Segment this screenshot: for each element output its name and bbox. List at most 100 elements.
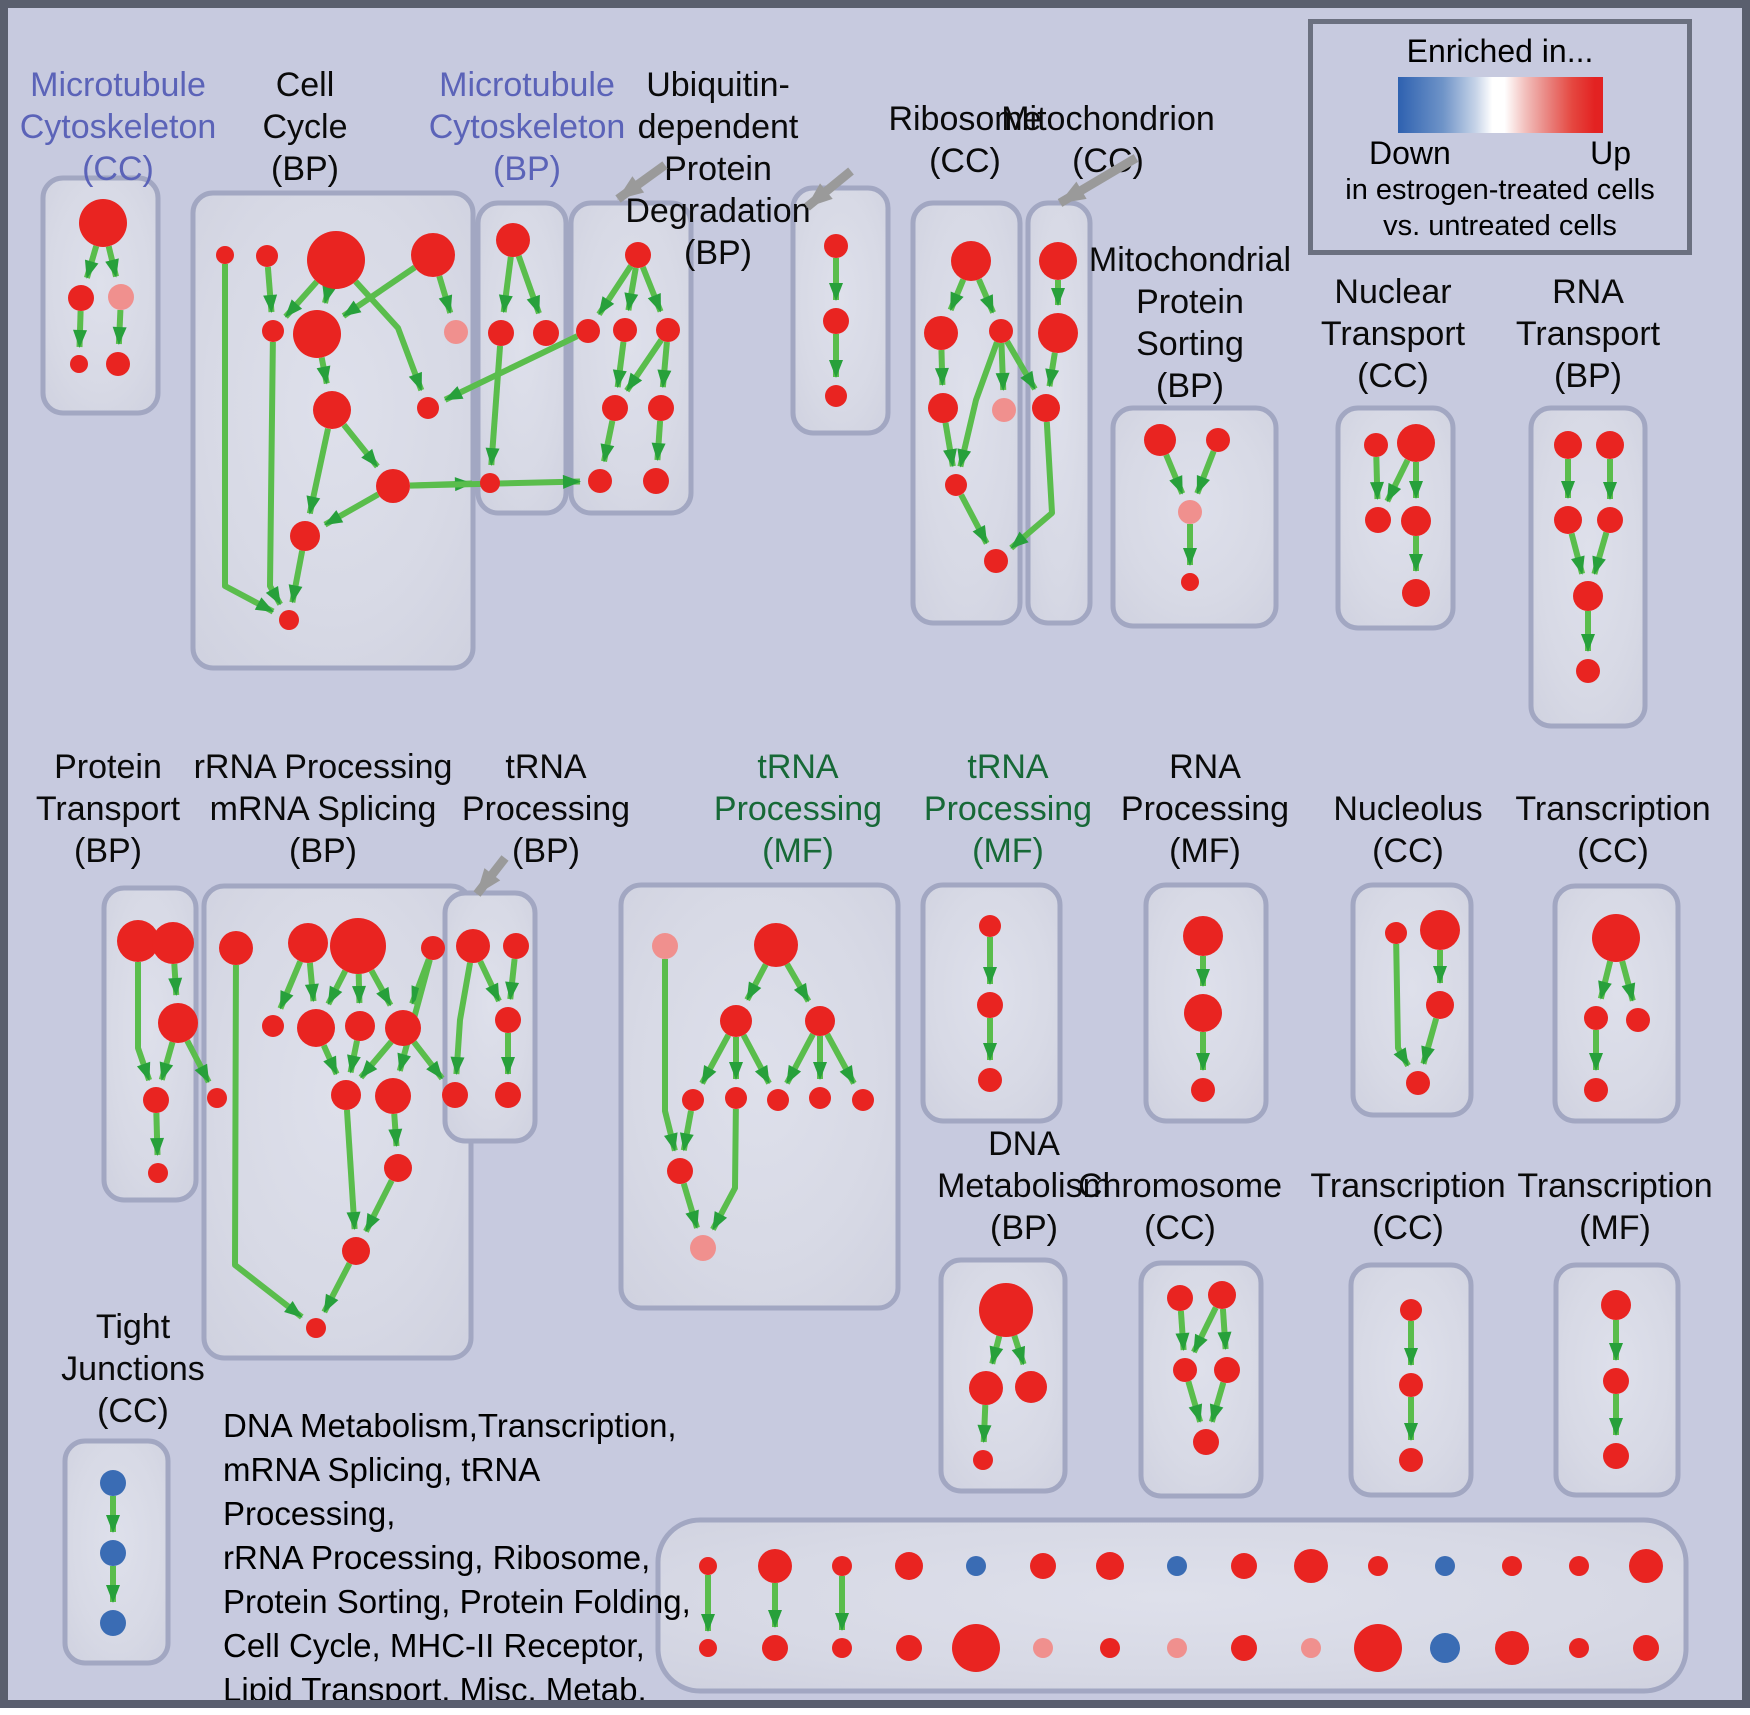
edge-arrow [976, 278, 996, 314]
edge-arrow [989, 1335, 1004, 1365]
legend-caption-line1: in estrogen-treated cells [1345, 174, 1655, 206]
node [1368, 1556, 1388, 1576]
edge-arrow [321, 1044, 340, 1076]
cluster-box-mt-cc [40, 175, 161, 416]
edge-arrow [411, 1040, 445, 1081]
edge-arrow [353, 279, 425, 392]
cluster-box-misc [655, 1517, 1689, 1694]
node [1191, 1078, 1215, 1102]
node [297, 1009, 335, 1047]
node [256, 245, 278, 267]
node [288, 923, 328, 963]
node [108, 284, 134, 310]
node [70, 355, 88, 373]
edge-arrow [73, 310, 88, 349]
node [973, 1450, 993, 1470]
edge-arrow [680, 1182, 700, 1229]
node [1294, 1549, 1328, 1583]
node [148, 1163, 168, 1183]
node [262, 320, 284, 342]
node [951, 241, 991, 281]
edge-arrow [1163, 453, 1186, 495]
node [496, 223, 530, 257]
edge-arrow [222, 264, 275, 615]
node [767, 1089, 789, 1111]
edge-arrow [358, 1039, 394, 1080]
node [421, 936, 445, 960]
annotation-line: mRNA Splicing, tRNA Processing, [223, 1451, 539, 1532]
node [1173, 1358, 1197, 1382]
edge-arrow [1568, 532, 1586, 575]
node [313, 391, 351, 429]
node [1231, 1553, 1257, 1579]
node [290, 521, 320, 551]
node [1038, 313, 1078, 353]
node [1183, 916, 1223, 956]
edge-arrow [824, 1032, 857, 1085]
node [952, 1624, 1000, 1672]
node [809, 1087, 831, 1109]
edge-arrow [477, 960, 502, 1003]
node [1354, 1624, 1402, 1672]
node [625, 242, 651, 268]
edge-arrow [450, 962, 474, 1076]
edge-arrow [388, 1113, 403, 1148]
node [1569, 1638, 1589, 1658]
edge-arrow [977, 1404, 992, 1444]
node [411, 233, 455, 277]
edge-arrow [934, 349, 949, 387]
edge-arrow [347, 1040, 361, 1074]
edge-arrow [505, 958, 520, 1001]
cluster-label-trna-mf-2: tRNA Processing (MF) [924, 748, 1092, 870]
edge-arrow [322, 284, 336, 304]
node [331, 1080, 361, 1110]
node [1430, 1633, 1460, 1663]
node [1032, 394, 1060, 422]
node [989, 319, 1013, 343]
edge-arrow [436, 275, 454, 314]
edge-arrow [341, 264, 417, 319]
node [1100, 1638, 1120, 1658]
node [207, 1088, 227, 1108]
node [984, 549, 1008, 573]
node [1167, 1285, 1193, 1311]
edge-arrow [1384, 458, 1411, 503]
node [1402, 579, 1430, 607]
node [656, 318, 680, 342]
node [825, 385, 847, 407]
node [895, 1552, 923, 1580]
edge-arrow [651, 420, 666, 462]
legend-up-label: Up [1590, 135, 1631, 171]
node [106, 352, 130, 376]
edge-arrow [232, 964, 304, 1320]
node [1626, 1008, 1650, 1032]
edge-arrow [1209, 1381, 1227, 1423]
legend-gradient-bar [1397, 77, 1603, 133]
edge-arrow [304, 962, 319, 1003]
node [945, 474, 967, 496]
edge-arrow [1004, 339, 1038, 391]
edge-arrow [84, 245, 100, 279]
edge-arrow [283, 279, 319, 319]
node [1435, 1556, 1455, 1576]
node [219, 931, 253, 965]
node [1096, 1552, 1124, 1580]
node [1573, 581, 1603, 611]
edge-arrow [1217, 1308, 1232, 1351]
node [1576, 659, 1600, 683]
node [385, 1010, 421, 1046]
edge-arrow [105, 245, 119, 278]
edge-arrow [744, 963, 769, 1002]
node [1633, 1635, 1659, 1661]
cluster-label-mitochondrion: Mitochondrion (CC) [1001, 100, 1215, 180]
node [643, 468, 669, 494]
cluster-label-upd: Ubiquitin-dependent Protein Degradation (BP… [625, 66, 810, 272]
node [533, 320, 559, 346]
cluster-label-mt-cc: Microtubule Cytoskeleton (CC) [20, 66, 217, 188]
edge-arrow [325, 969, 348, 1006]
node [143, 1087, 169, 1113]
edge-arrow [624, 267, 639, 312]
edge-arrow [679, 1110, 694, 1152]
node [699, 1557, 717, 1575]
edge-arrow [784, 962, 812, 1003]
